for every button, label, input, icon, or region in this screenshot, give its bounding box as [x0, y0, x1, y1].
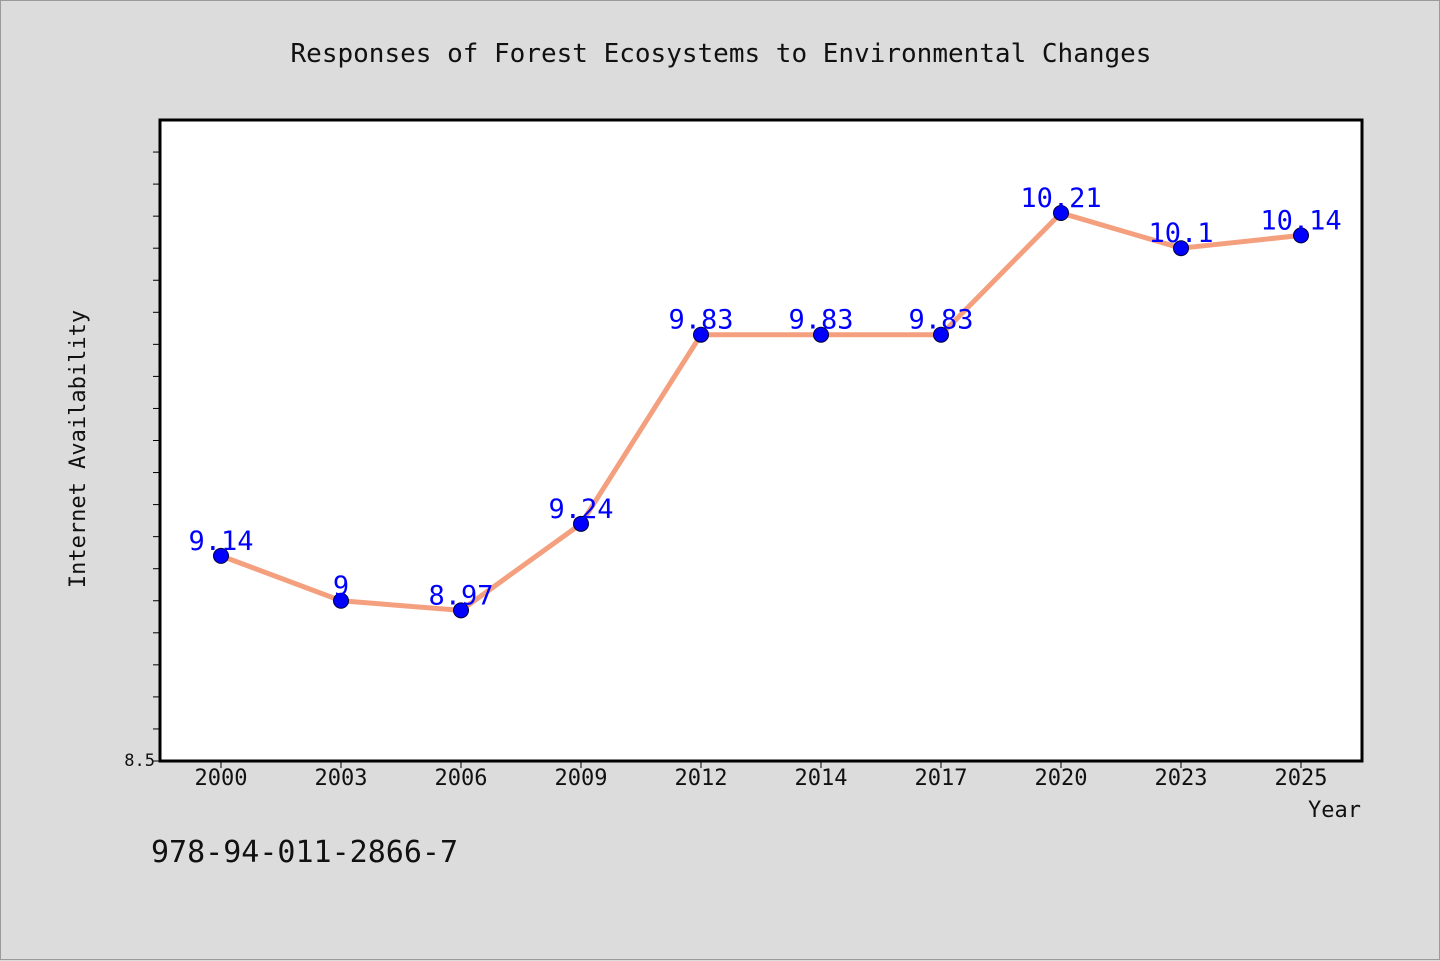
data-point [1173, 240, 1189, 257]
data-labels: 9.14 9 8.97 9.24 9.83 9.83 9.83 10.21 10.1 10.14 [188, 183, 1341, 611]
data-label: 10.1 [1148, 218, 1213, 249]
data-point [1053, 204, 1069, 221]
data-label: 9.83 [908, 305, 973, 336]
plot-area [158, 118, 1364, 763]
x-tick-label: 2025 [1275, 766, 1328, 791]
data-point [453, 602, 469, 619]
x-tick-label: 2006 [435, 766, 488, 791]
data-label: 8.97 [428, 580, 493, 611]
data-point [573, 515, 589, 532]
x-axis-label: Year [1308, 798, 1361, 823]
x-tick-label: 2000 [195, 766, 248, 791]
y-axis-ticks: 8.5 [124, 151, 160, 771]
data-label: 9.83 [788, 305, 853, 336]
data-point [813, 326, 829, 343]
isbn-text: 978-94-011-2866-7 [151, 835, 459, 870]
data-point [933, 326, 949, 343]
data-point [1293, 227, 1309, 244]
data-label: 10.14 [1260, 205, 1341, 236]
chart-title: Responses of Forest Ecosystems to Enviro… [291, 39, 1152, 69]
data-point [693, 326, 709, 343]
x-axis-ticks: 2000 2003 2006 2009 2012 2014 2017 2020 2023 2025 [195, 761, 1328, 791]
data-label: 9.24 [548, 494, 613, 525]
x-tick-label: 2012 [675, 766, 728, 791]
series-line-group [220, 210, 1302, 613]
y-axis-label: Internet Availability [66, 310, 91, 588]
data-point [213, 547, 229, 564]
data-label: 9 [333, 571, 349, 602]
x-tick-label: 2017 [915, 766, 968, 791]
data-label: 9.83 [668, 305, 733, 336]
x-tick-label: 2020 [1035, 766, 1088, 791]
data-point [333, 592, 349, 609]
data-label: 9.14 [188, 526, 253, 557]
x-tick-label: 2003 [315, 766, 368, 791]
y-tick-label: 8.5 [124, 751, 155, 771]
series-line [220, 210, 1302, 613]
x-tick-label: 2023 [1155, 766, 1208, 791]
data-label: 10.21 [1020, 183, 1101, 214]
x-tick-label: 2009 [555, 766, 608, 791]
data-markers [213, 204, 1309, 619]
x-tick-label: 2014 [795, 766, 848, 791]
